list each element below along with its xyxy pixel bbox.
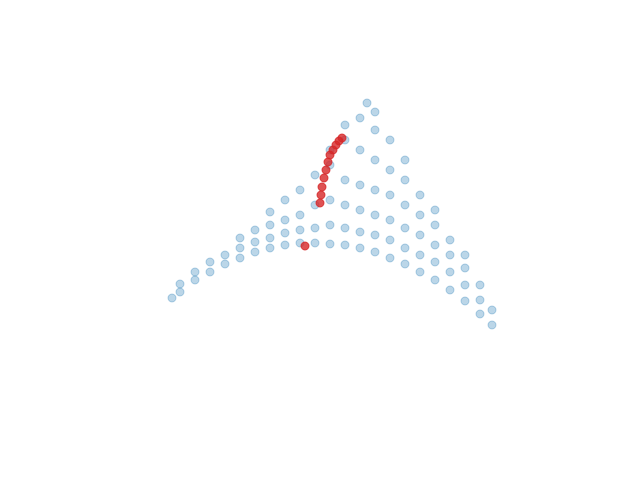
scatter-point [415,250,425,260]
scatter-point [337,133,347,143]
scatter-point [355,243,365,253]
scatter-point [430,205,440,215]
scatter-point [250,247,260,257]
scatter-point [460,263,470,273]
scatter-point [340,200,350,210]
scatter-point [460,296,470,306]
scatter-point [205,257,215,267]
scatter-point [430,240,440,250]
scatter-point [355,113,365,123]
scatter-point [475,280,485,290]
scatter-point [325,220,335,230]
scatter-point [355,227,365,237]
scatter-point [400,243,410,253]
scatter-point [280,228,290,238]
scatter-point [280,215,290,225]
scatter-point [430,257,440,267]
scatter-point [280,195,290,205]
scatter-point [310,170,320,180]
scatter-point [385,253,395,263]
scatter-point [415,210,425,220]
scatter-point [370,230,380,240]
scatter-point [280,240,290,250]
scatter-point [415,267,425,277]
scatter-point [315,198,325,208]
scatter-point [460,280,470,290]
scatter-point [220,259,230,269]
scatter-point [310,238,320,248]
scatter-point [400,259,410,269]
scatter-point [250,225,260,235]
scatter-point [316,190,326,200]
scatter-point [400,155,410,165]
scatter-point [445,285,455,295]
scatter-point [167,293,177,303]
scatter-point [319,173,329,183]
scatter-point [445,235,455,245]
scatter-point [385,190,395,200]
scatter-point [370,210,380,220]
scatter-point [370,125,380,135]
scatter-point [445,267,455,277]
scatter-point [295,225,305,235]
scatter-point [340,120,350,130]
scatter-point [415,190,425,200]
scatter-point [355,145,365,155]
scatter-point [415,230,425,240]
scatter-point [400,175,410,185]
scatter-point [295,185,305,195]
scatter-point [400,223,410,233]
scatter-point [400,200,410,210]
scatter-point [385,165,395,175]
scatter-point [220,250,230,260]
scatter-point [445,250,455,260]
scatter-point [265,220,275,230]
scatter-point [250,237,260,247]
scatter-point [317,182,327,192]
scatter-point [235,233,245,243]
scatter-point [370,247,380,257]
scatter-point [340,240,350,250]
scatter-point [475,309,485,319]
scatter-point [340,175,350,185]
scatter-point [265,243,275,253]
scatter-point [475,295,485,305]
scatter-point [235,253,245,263]
scatter-point [487,305,497,315]
scatter-point [325,195,335,205]
scatter-point [265,233,275,243]
scatter-point [487,320,497,330]
scatter-point [190,267,200,277]
scatter-point [175,287,185,297]
scatter-point [430,275,440,285]
scatter-point [430,220,440,230]
scatter-point [362,98,372,108]
scatter-point [310,223,320,233]
scatter-point [355,180,365,190]
scatter-point [175,279,185,289]
scatter-point [300,241,310,251]
scatter-point [205,267,215,277]
scatter-point [385,235,395,245]
scatter-point [340,223,350,233]
scatter-point [325,239,335,249]
scatter-point [265,207,275,217]
scatter-point [235,243,245,253]
scatter-point [370,155,380,165]
scatter-point [370,185,380,195]
scatter-point [385,135,395,145]
scatter-point [190,275,200,285]
scatter-point [460,250,470,260]
scatter-point [355,205,365,215]
scatter-point [370,107,380,117]
scatter-point [385,215,395,225]
scatter-point [295,210,305,220]
scatter-point [321,165,331,175]
